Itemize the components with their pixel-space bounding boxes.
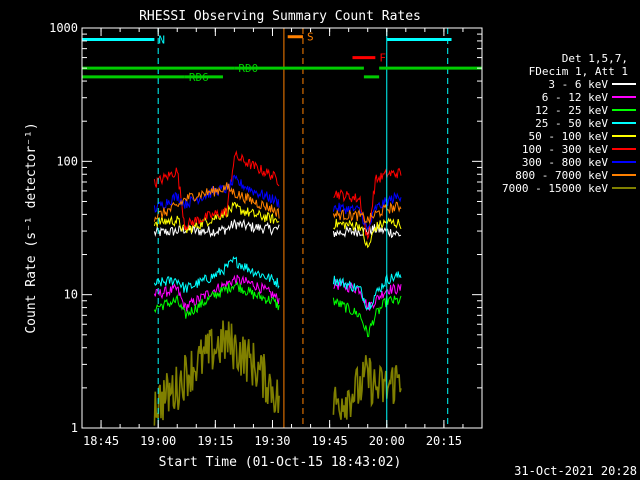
legend-entry-label: 25 - 50 keV (535, 117, 608, 130)
series-line-4 (153, 256, 402, 311)
x-tick-label: 19:15 (197, 434, 233, 448)
y-axis-label: Count Rate (s⁻¹ detector⁻¹) (24, 122, 39, 333)
footer-timestamp: 31-Oct-2021 20:28 (514, 464, 637, 478)
axes: 18:45 19:00 19:15 19:30 19:45 20:00 20:15 1 10 10… (49, 21, 483, 448)
legend-entry-label: 7000 - 15000 keV (502, 182, 608, 195)
y-tick-label: 1000 (49, 21, 78, 35)
x-tick-label: 19:00 (140, 434, 176, 448)
plot-area (153, 150, 402, 426)
x-tick-label: 18:45 (83, 434, 119, 448)
y-tick-label: 1 (71, 421, 78, 435)
x-axis-label: Start Time (01-Oct-15 18:43:02) (159, 455, 402, 470)
legend-entry-label: 6 - 12 keV (542, 91, 609, 104)
legend-entry-label: 300 - 800 keV (522, 156, 608, 169)
series-line-5 (153, 201, 402, 249)
y-tick-label: 100 (56, 154, 78, 168)
attenuator-markers: NSFRD0RD6 (81, 28, 482, 428)
y-tick-label: 10 (64, 288, 78, 302)
x-tick-label: 20:15 (426, 434, 462, 448)
series-line-3 (153, 281, 402, 338)
series-line-9 (153, 320, 402, 426)
legend-header: FDecim 1, Att 1 (529, 65, 628, 78)
marker-label-s: S (307, 31, 314, 44)
marker-label-f: F (379, 52, 386, 65)
legend-entry-label: 50 - 100 keV (529, 130, 609, 143)
legend-entry-label: 3 - 6 keV (548, 78, 608, 91)
chart-title: RHESSI Observing Summary Count Rates (139, 9, 421, 24)
x-tick-label: 19:45 (312, 434, 348, 448)
x-tick-label: 20:00 (369, 434, 405, 448)
plot-frame (81, 27, 483, 429)
x-tick-label: 19:30 (254, 434, 290, 448)
marker-label-n: N (158, 33, 165, 46)
legend-entry-label: 100 - 300 keV (522, 143, 608, 156)
legend-entry-label: 12 - 25 keV (535, 104, 608, 117)
legend-header: Det 1,5,7, (562, 52, 628, 65)
legend-entry-label: 800 - 7000 keV (515, 169, 608, 182)
series-line-8 (153, 182, 402, 225)
series-line-6 (153, 150, 402, 241)
